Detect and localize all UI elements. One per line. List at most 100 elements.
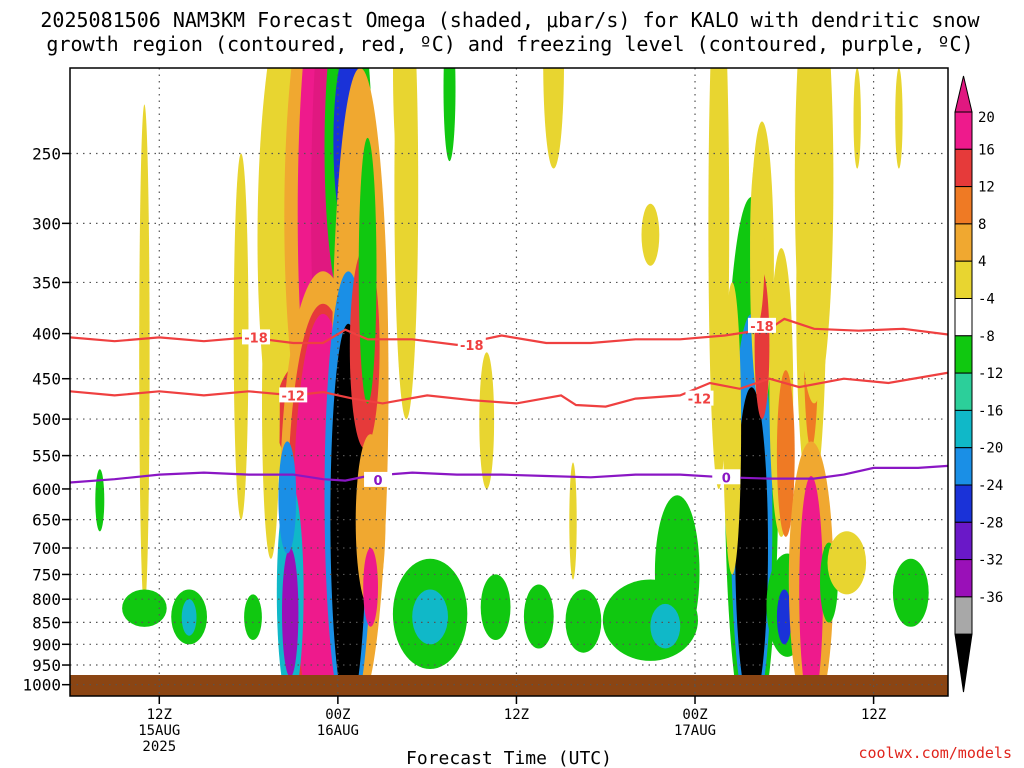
colorbar-label: -4 — [978, 292, 995, 308]
colorbar-swatch — [954, 335, 973, 374]
colorbar-swatch — [954, 447, 973, 486]
x-axis-label: Forecast Time (UTC) — [406, 748, 612, 768]
y-tick-label: 900 — [32, 635, 61, 654]
colorbar-label: -12 — [978, 366, 1003, 382]
colorbar-label: -16 — [978, 403, 1003, 419]
colorbar-swatch — [954, 111, 973, 150]
contour-label: -18 — [460, 339, 484, 354]
omega-region — [412, 589, 448, 645]
omega-region — [776, 589, 792, 645]
omega-region — [139, 104, 150, 609]
omega-region — [827, 531, 867, 595]
colorbar-label: 20 — [978, 110, 995, 126]
contour-line — [70, 317, 948, 347]
omega-region — [278, 441, 297, 554]
colorbar-label: 4 — [978, 254, 986, 270]
temperature-contours: -18 -18 -18 -12 -12 0 0 — [70, 317, 948, 489]
colorbar-swatch — [954, 409, 973, 449]
omega-region — [479, 352, 495, 489]
colorbar-label: -20 — [978, 441, 1003, 457]
omega-region — [776, 370, 795, 537]
omega-region — [393, 68, 411, 183]
x-tick-label: 17AUG — [674, 723, 716, 739]
contour-label-bg — [457, 336, 486, 352]
colorbar-swatch — [954, 186, 973, 225]
omega-region — [262, 248, 280, 559]
colorbar-label: -36 — [978, 590, 1003, 606]
contour-label: -12 — [688, 393, 712, 408]
y-tick-label: 450 — [32, 370, 61, 389]
y-tick-label: 300 — [32, 214, 61, 233]
ground-surface — [70, 675, 948, 696]
colorbar-swatch — [954, 148, 973, 188]
contour-label-bg — [364, 471, 393, 487]
omega-region — [363, 548, 378, 627]
omega-region — [565, 589, 602, 653]
y-tick-label: 550 — [32, 447, 61, 466]
y-tick-label: 850 — [32, 613, 61, 632]
y-tick-label: 500 — [32, 410, 61, 429]
x-tick-label: 12Z — [147, 707, 172, 723]
colorbar-label: -28 — [978, 515, 1003, 531]
colorbar-label: -24 — [978, 478, 1003, 494]
x-tick-label: 15AUG — [138, 723, 180, 739]
omega-region — [122, 589, 167, 627]
colorbar-label: -8 — [978, 329, 995, 345]
y-tick-label: 350 — [32, 273, 61, 292]
colorbar-label: 16 — [978, 142, 995, 158]
omega-region — [895, 68, 903, 169]
credit-text: coolwx.com/models — [858, 744, 1012, 762]
colorbar-label: 12 — [978, 180, 995, 196]
contour-label: -18 — [244, 331, 268, 346]
y-tick-label: 400 — [32, 325, 61, 344]
x-tick-label: 00Z — [682, 707, 707, 723]
y-tick-label: 250 — [32, 144, 61, 163]
contour-line — [70, 464, 948, 484]
omega-region — [735, 387, 768, 696]
colorbar-bottom-arrow — [954, 633, 973, 693]
colorbar-top-arrow — [954, 75, 973, 113]
y-tick-label: 600 — [32, 480, 61, 499]
y-tick-label: 650 — [32, 511, 61, 530]
omega-region — [244, 594, 262, 640]
omega-region — [181, 599, 197, 636]
omega-region — [282, 548, 299, 677]
colorbar-swatch — [954, 559, 973, 598]
omega-region — [443, 68, 456, 162]
omega-region — [543, 68, 564, 169]
plot-area: -18 -18 -18 -12 -12 0 0 — [69, 67, 949, 697]
x-tick-label: 16AUG — [317, 723, 359, 739]
contour-label: -18 — [750, 320, 774, 335]
omega-region — [641, 203, 660, 266]
omega-region — [480, 574, 511, 640]
x-tick-label: 00Z — [325, 707, 350, 723]
colorbar-swatch — [954, 484, 973, 523]
y-tick-label: 750 — [32, 565, 61, 584]
contour-label: -12 — [281, 389, 305, 404]
omega-region — [853, 68, 861, 169]
omega-region — [799, 476, 823, 696]
y-tick-label: 950 — [32, 656, 61, 675]
omega-region — [95, 469, 105, 532]
colorbar: 20 16 12 8 4 -4 -8 -12 -16 -20 -24 -28 -32 -36 — [954, 75, 1003, 693]
colorbar-swatch — [954, 298, 973, 337]
chart-title-line2: growth region (contoured, red, ºC) and f… — [46, 32, 973, 56]
colorbar-swatch — [954, 223, 973, 262]
omega-region — [892, 558, 929, 627]
y-tick-label: 800 — [32, 590, 61, 609]
colorbar-swatch — [954, 521, 973, 561]
colorbar-swatch — [954, 372, 973, 411]
contour-label-bg — [685, 390, 714, 406]
contour-label-bg — [747, 317, 776, 333]
omega-region — [650, 603, 681, 649]
colorbar-swatch — [954, 260, 973, 300]
contour-line — [70, 371, 948, 408]
y-tick-label: 1000 — [22, 676, 61, 695]
omega-region — [233, 153, 249, 520]
colorbar-swatch — [954, 596, 973, 635]
colorbar-label: -32 — [978, 553, 1003, 569]
contour-label-bg — [712, 469, 741, 485]
omega-region — [569, 462, 577, 580]
